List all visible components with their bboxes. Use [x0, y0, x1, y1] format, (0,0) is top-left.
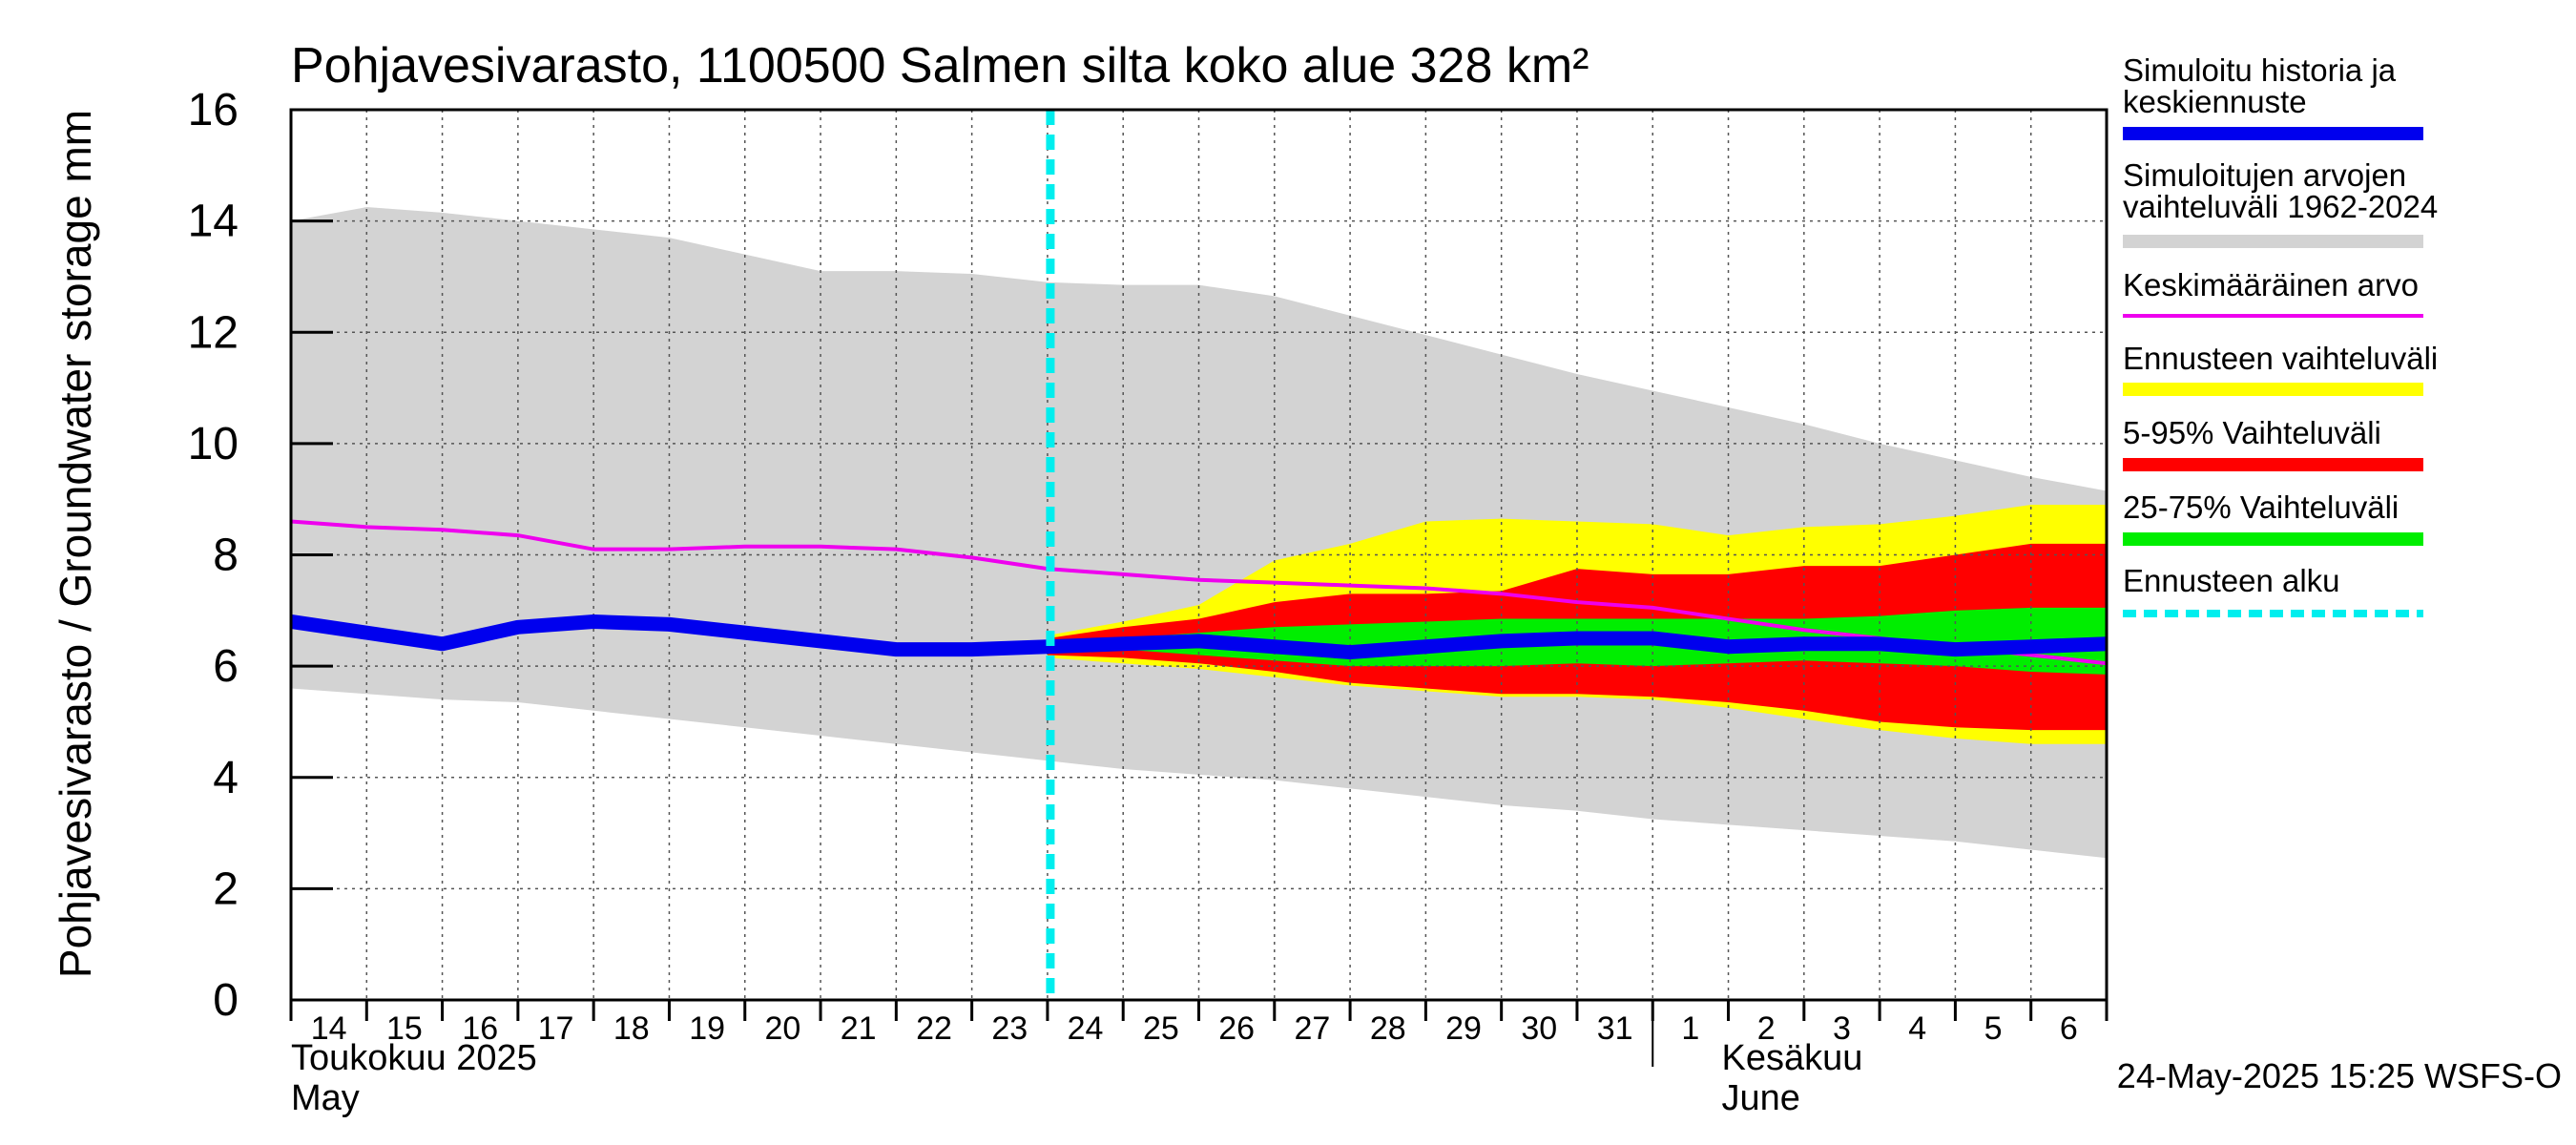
simulated-median-line — [289, 614, 2108, 660]
legend-label: Ennusteen alku — [2123, 563, 2340, 598]
x-tick-label: 27 — [1295, 1010, 1331, 1047]
x-tick-label: 14 — [311, 1010, 347, 1047]
y-tick-label: 12 — [188, 307, 239, 358]
timestamp-footer: 24-May-2025 15:25 WSFS-O — [2117, 1056, 2562, 1095]
month-label-english: June — [1722, 1078, 1800, 1118]
x-tick-label: 30 — [1521, 1010, 1557, 1047]
x-tick-label: 20 — [764, 1010, 800, 1047]
x-tick-label: 15 — [386, 1010, 423, 1047]
x-tick-label: 4 — [1908, 1010, 1926, 1047]
x-tick-label: 2 — [1757, 1010, 1776, 1047]
x-tick-label: 25 — [1143, 1010, 1179, 1047]
y-tick-label: 14 — [188, 197, 239, 247]
y-tick-label: 0 — [213, 975, 239, 1026]
x-tick-label: 26 — [1218, 1010, 1255, 1047]
mean-value-line — [290, 519, 2108, 666]
series-lines — [289, 110, 2108, 1000]
x-tick-label: 5 — [1984, 1010, 2003, 1047]
grid-lines — [291, 110, 2107, 1000]
chart-title: Pohjavesivarasto, 1100500 Salmen silta k… — [291, 38, 1589, 94]
y-tick-label: 2 — [213, 864, 239, 914]
month-label-english: May — [291, 1078, 360, 1118]
x-tick-label: 6 — [2060, 1010, 2078, 1047]
y-tick-label: 4 — [213, 753, 239, 803]
legend-label: keskiennuste — [2123, 84, 2307, 119]
x-tick-label: 17 — [538, 1010, 574, 1047]
x-tick-label: 16 — [462, 1010, 498, 1047]
x-tick-label: 1 — [1681, 1010, 1699, 1047]
x-tick-label: 18 — [613, 1010, 650, 1047]
legend-label: vaihteluväli 1962-2024 — [2123, 189, 2438, 224]
legend-label: 25-75% Vaihteluväli — [2123, 489, 2399, 525]
legend-label: Keskimääräinen arvo — [2123, 267, 2419, 302]
legend-label: 5-95% Vaihteluväli — [2123, 415, 2381, 450]
x-tick-label: 29 — [1445, 1010, 1482, 1047]
y-tick-label: 16 — [188, 85, 239, 135]
x-tick-labels: 14 15 16 17 18 19 20 21 22 23 24 25 26 27 28 29 30 31 1 2 3 4… — [311, 1010, 2078, 1047]
x-tick-label: 3 — [1833, 1010, 1851, 1047]
axes — [289, 108, 2109, 1067]
x-tick-label: 22 — [916, 1010, 952, 1047]
month-label: Kesäkuu — [1722, 1038, 1863, 1078]
legend-label: Simuloitujen arvojen — [2123, 157, 2406, 193]
y-tick-labels: 0 2 4 6 8 10 12 14 16 — [188, 85, 239, 1026]
legend-label: Simuloitu historia ja — [2123, 52, 2397, 88]
x-tick-label: 23 — [991, 1010, 1028, 1047]
y-tick-label: 8 — [213, 531, 239, 581]
x-tick-label: 24 — [1068, 1010, 1104, 1047]
x-tick-label: 28 — [1370, 1010, 1406, 1047]
y-axis-label: Pohjavesivarasto / Groundwater storage m… — [51, 110, 100, 978]
legend-label: Ennusteen vaihteluväli — [2123, 341, 2438, 376]
x-tick-label: 19 — [689, 1010, 725, 1047]
y-tick-label: 10 — [188, 419, 239, 469]
month-label: Toukokuu 2025 — [291, 1038, 537, 1078]
x-tick-label: 21 — [841, 1010, 877, 1047]
y-tick-label: 6 — [213, 641, 239, 692]
x-tick-label: 31 — [1597, 1010, 1633, 1047]
